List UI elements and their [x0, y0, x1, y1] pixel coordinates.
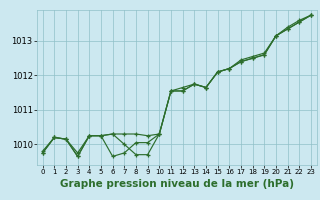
X-axis label: Graphe pression niveau de la mer (hPa): Graphe pression niveau de la mer (hPa): [60, 179, 294, 189]
